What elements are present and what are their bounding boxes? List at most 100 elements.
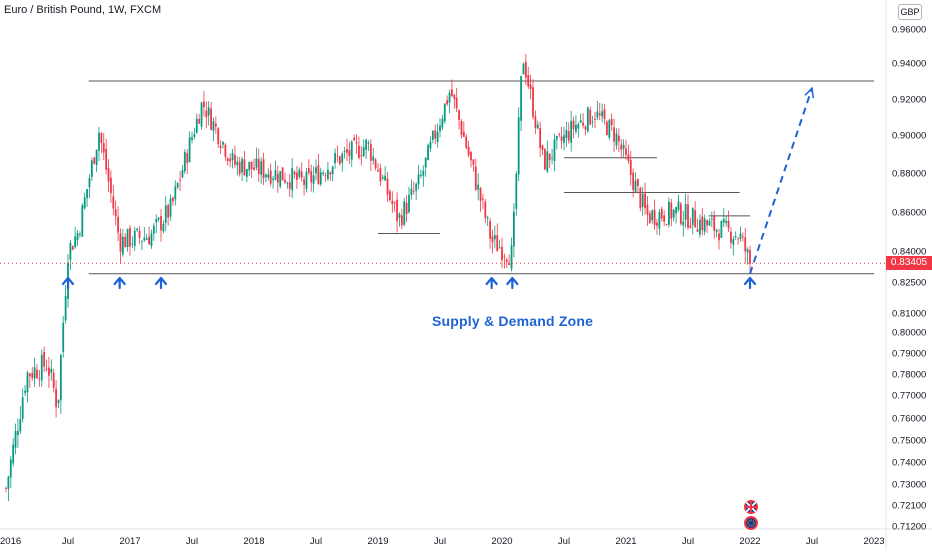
candle-body bbox=[133, 230, 136, 246]
candle-body bbox=[694, 210, 697, 228]
candle-body bbox=[505, 259, 508, 262]
candle-body bbox=[286, 182, 289, 184]
candle-body bbox=[107, 168, 110, 182]
candle-body bbox=[417, 174, 420, 185]
candle-body bbox=[250, 161, 253, 169]
candle-body bbox=[338, 156, 341, 164]
candle-body bbox=[19, 419, 22, 432]
candle-body bbox=[374, 159, 377, 169]
candle-body bbox=[699, 219, 701, 235]
candle-body bbox=[33, 367, 36, 379]
candle-body bbox=[493, 235, 496, 240]
candle-body bbox=[431, 131, 434, 140]
currency-badge[interactable]: GBP bbox=[898, 4, 922, 20]
candle-body bbox=[658, 212, 661, 229]
candle-body bbox=[663, 215, 666, 222]
candle-body bbox=[679, 203, 682, 224]
candle-body bbox=[307, 167, 310, 173]
candle-body bbox=[603, 109, 606, 120]
support-up-arrow-icon bbox=[154, 276, 168, 290]
candle-body bbox=[324, 175, 327, 177]
candle-body bbox=[484, 201, 487, 219]
candle-body bbox=[281, 167, 284, 181]
candle-body bbox=[508, 263, 511, 266]
candle-body bbox=[546, 151, 549, 172]
candle-body bbox=[162, 223, 165, 232]
candle-body bbox=[150, 233, 153, 247]
candle-body bbox=[222, 141, 224, 145]
candle-body bbox=[682, 221, 685, 226]
candle-body bbox=[226, 158, 229, 162]
candle-body bbox=[205, 110, 208, 118]
candle-body bbox=[141, 241, 143, 242]
candle-body bbox=[243, 159, 246, 176]
projection-line[interactable] bbox=[749, 87, 813, 275]
candle-body bbox=[441, 118, 444, 128]
candle-body bbox=[102, 143, 105, 153]
candlestick-series bbox=[5, 54, 751, 502]
support-up-arrow-icon bbox=[61, 276, 75, 290]
candle-body bbox=[369, 143, 372, 161]
candle-body bbox=[575, 125, 577, 132]
candle-body bbox=[265, 174, 267, 178]
candle-body bbox=[88, 178, 91, 188]
candle-body bbox=[317, 165, 320, 184]
candle-body bbox=[274, 170, 277, 180]
candle-body bbox=[57, 399, 60, 404]
price-tick-label: 0.96000 bbox=[892, 25, 926, 36]
candle-body bbox=[629, 159, 632, 175]
candle-body bbox=[408, 194, 410, 213]
candle-body bbox=[384, 175, 387, 181]
support-up-arrow-icon bbox=[485, 276, 498, 290]
candle-body bbox=[656, 222, 658, 226]
candle-body bbox=[429, 141, 432, 149]
candle-body bbox=[391, 200, 394, 204]
candle-body bbox=[143, 237, 146, 241]
candle-body bbox=[238, 161, 241, 174]
candle-body bbox=[76, 233, 79, 241]
candle-body bbox=[169, 198, 172, 217]
candle-body bbox=[260, 161, 263, 175]
candle-body bbox=[136, 228, 139, 231]
time-tick-label: 2021 bbox=[615, 536, 636, 547]
horizontal-levels bbox=[88, 80, 874, 275]
candle-body bbox=[367, 142, 370, 144]
candle-body bbox=[90, 160, 93, 177]
candle-body bbox=[5, 488, 7, 489]
candle-body bbox=[577, 123, 580, 129]
candle-body bbox=[606, 121, 608, 136]
candle-body bbox=[596, 111, 599, 118]
candle-body bbox=[262, 159, 265, 179]
candle-body bbox=[172, 197, 174, 202]
candle-body bbox=[86, 189, 88, 199]
support-up-arrow-icon bbox=[506, 276, 519, 290]
candle-body bbox=[200, 102, 203, 127]
candle-body bbox=[470, 151, 472, 161]
candle-body bbox=[291, 168, 294, 191]
candle-body bbox=[594, 118, 596, 120]
candle-body bbox=[536, 124, 539, 129]
candle-body bbox=[725, 220, 728, 223]
support-up-arrow-icon bbox=[743, 276, 757, 290]
candle-body bbox=[563, 135, 565, 143]
candle-body bbox=[570, 120, 573, 143]
candle-body bbox=[272, 178, 274, 181]
candle-body bbox=[145, 238, 148, 240]
price-axis: 0.96000 0.94000 0.92000 0.90000 0.88000 0.860… bbox=[892, 25, 926, 533]
candle-body bbox=[21, 397, 24, 419]
candle-body bbox=[327, 169, 329, 180]
candle-body bbox=[486, 217, 489, 219]
candle-body bbox=[403, 201, 406, 225]
candle-body bbox=[620, 144, 623, 150]
candle-body bbox=[720, 221, 723, 238]
candle-body bbox=[701, 216, 704, 231]
candle-body bbox=[355, 141, 358, 144]
candle-body bbox=[55, 388, 57, 408]
candle-body bbox=[346, 149, 348, 153]
candle-body bbox=[181, 170, 184, 178]
candle-body bbox=[269, 170, 272, 184]
candle-body bbox=[436, 131, 439, 143]
candle-body bbox=[589, 109, 592, 125]
candle-body bbox=[718, 233, 720, 241]
candle-body bbox=[224, 144, 227, 157]
